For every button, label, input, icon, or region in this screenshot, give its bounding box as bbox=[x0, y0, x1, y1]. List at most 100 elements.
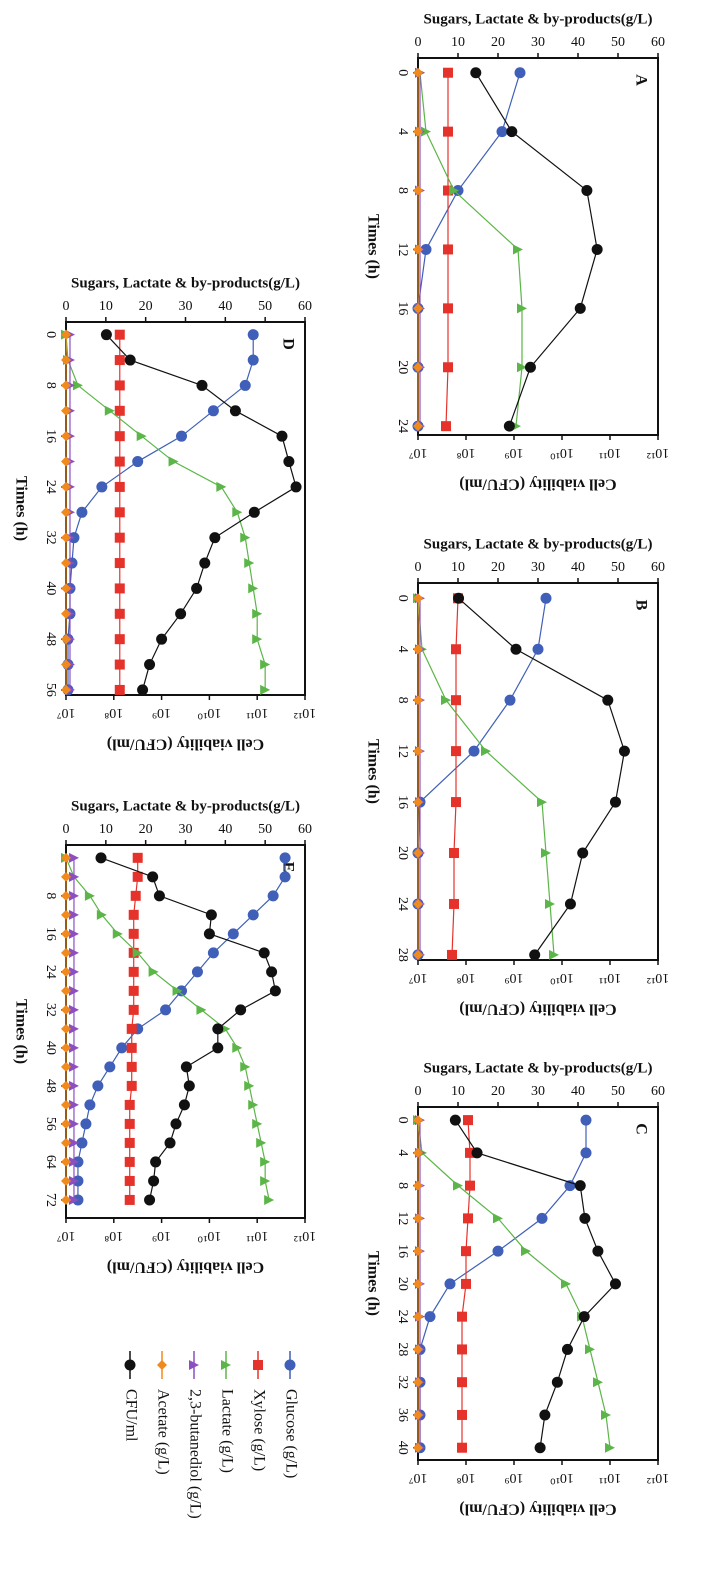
marker bbox=[443, 127, 453, 137]
marker bbox=[129, 929, 139, 939]
marker bbox=[443, 68, 453, 78]
x-tick-label: 4 bbox=[395, 128, 410, 135]
x-tick-label: 56 bbox=[43, 1117, 58, 1131]
marker bbox=[283, 456, 294, 467]
marker bbox=[115, 660, 125, 670]
marker bbox=[137, 684, 148, 695]
y-tick-label: 40 bbox=[571, 560, 585, 575]
marker bbox=[129, 986, 139, 996]
y2-tick-label: 10¹⁰ bbox=[197, 1228, 221, 1243]
marker bbox=[610, 797, 621, 808]
x-axis-title: Times (h) bbox=[364, 214, 381, 279]
marker bbox=[144, 1194, 155, 1205]
marker bbox=[602, 695, 613, 706]
y-tick-label: 60 bbox=[651, 560, 665, 575]
marker bbox=[208, 405, 219, 416]
marker bbox=[206, 909, 217, 920]
x-tick-label: 40 bbox=[395, 1441, 410, 1455]
marker bbox=[76, 507, 87, 518]
y2-tick-label: 10⁷ bbox=[56, 1228, 75, 1243]
y-tick-label: 20 bbox=[491, 35, 505, 50]
marker bbox=[593, 1377, 603, 1387]
marker bbox=[125, 355, 136, 366]
marker bbox=[577, 848, 588, 859]
legend-label: Lactate (g/L) bbox=[218, 1389, 235, 1473]
marker bbox=[552, 1377, 563, 1388]
marker bbox=[497, 126, 508, 137]
y2-tick-label: 10¹¹ bbox=[599, 445, 621, 460]
marker bbox=[266, 966, 277, 977]
marker bbox=[493, 1246, 504, 1257]
marker bbox=[461, 1279, 471, 1289]
marker bbox=[619, 746, 630, 757]
marker bbox=[425, 1311, 436, 1322]
x-tick-label: 36 bbox=[395, 1408, 410, 1422]
plot-frame bbox=[418, 58, 658, 435]
y-tick-label: 10 bbox=[99, 822, 113, 837]
y-tick-label: 60 bbox=[298, 299, 312, 314]
marker bbox=[413, 1279, 423, 1289]
marker bbox=[461, 1246, 471, 1256]
x-tick-label: 16 bbox=[395, 301, 410, 315]
y-axis-title: Sugars, Lactate & by-products(g/L) bbox=[424, 1060, 653, 1076]
y2-tick-label: 10¹¹ bbox=[246, 1228, 268, 1243]
x-tick-label: 20 bbox=[395, 360, 410, 374]
marker bbox=[175, 608, 186, 619]
marker bbox=[592, 1246, 603, 1257]
x-tick-label: 8 bbox=[43, 382, 58, 389]
marker bbox=[256, 1138, 266, 1148]
x-tick-label: 4 bbox=[395, 1149, 410, 1156]
marker bbox=[413, 68, 423, 78]
y2-tick-label: 10⁸ bbox=[456, 1470, 475, 1485]
marker bbox=[156, 634, 167, 645]
series-line bbox=[78, 858, 285, 1200]
marker bbox=[610, 1278, 621, 1289]
marker bbox=[104, 1061, 115, 1072]
y2-tick-label: 10¹² bbox=[647, 970, 669, 985]
legend-label: Acetate (g/L) bbox=[154, 1389, 171, 1475]
x-tick-label: 20 bbox=[395, 1277, 410, 1291]
marker bbox=[230, 405, 241, 416]
marker bbox=[450, 1115, 461, 1126]
marker bbox=[276, 431, 287, 442]
x-tick-label: 56 bbox=[43, 683, 58, 697]
y-tick-label: 30 bbox=[531, 1084, 545, 1099]
marker bbox=[150, 1156, 161, 1167]
x-tick-label: 8 bbox=[395, 1182, 410, 1189]
y2-tick-label: 10⁹ bbox=[504, 445, 523, 460]
marker bbox=[561, 1279, 571, 1289]
marker bbox=[147, 871, 158, 882]
marker bbox=[232, 507, 242, 517]
marker bbox=[212, 1042, 223, 1053]
marker bbox=[216, 482, 226, 492]
marker bbox=[115, 406, 125, 416]
marker bbox=[510, 644, 521, 655]
marker bbox=[115, 330, 125, 340]
x-tick-label: 8 bbox=[43, 892, 58, 899]
y2-axis-title: Cell viability (CFU/ml) bbox=[459, 475, 616, 492]
x-tick-label: 16 bbox=[395, 795, 410, 809]
marker bbox=[115, 558, 125, 568]
marker bbox=[84, 1099, 95, 1110]
series-line bbox=[420, 73, 522, 426]
y2-tick-label: 10⁹ bbox=[152, 705, 171, 720]
y-tick-label: 0 bbox=[63, 299, 70, 314]
y-tick-label: 10 bbox=[99, 299, 113, 314]
marker bbox=[270, 985, 281, 996]
marker bbox=[413, 1181, 423, 1191]
x-tick-label: 72 bbox=[43, 1193, 58, 1207]
y2-axis-title: Cell viability (CFU/ml) bbox=[459, 1000, 616, 1017]
y-tick-label: 0 bbox=[63, 822, 70, 837]
y-axis-title: Sugars, Lactate & by-products(g/L) bbox=[71, 798, 300, 814]
y2-tick-label: 10⁸ bbox=[456, 445, 475, 460]
x-tick-label: 16 bbox=[43, 927, 58, 941]
x-tick-label: 12 bbox=[395, 242, 410, 256]
y-tick-label: 20 bbox=[139, 822, 153, 837]
marker bbox=[115, 634, 125, 644]
marker bbox=[413, 746, 423, 756]
y2-tick-label: 10¹⁰ bbox=[197, 705, 221, 720]
marker bbox=[413, 244, 423, 254]
marker bbox=[115, 507, 125, 517]
marker bbox=[115, 609, 125, 619]
marker bbox=[413, 695, 423, 705]
